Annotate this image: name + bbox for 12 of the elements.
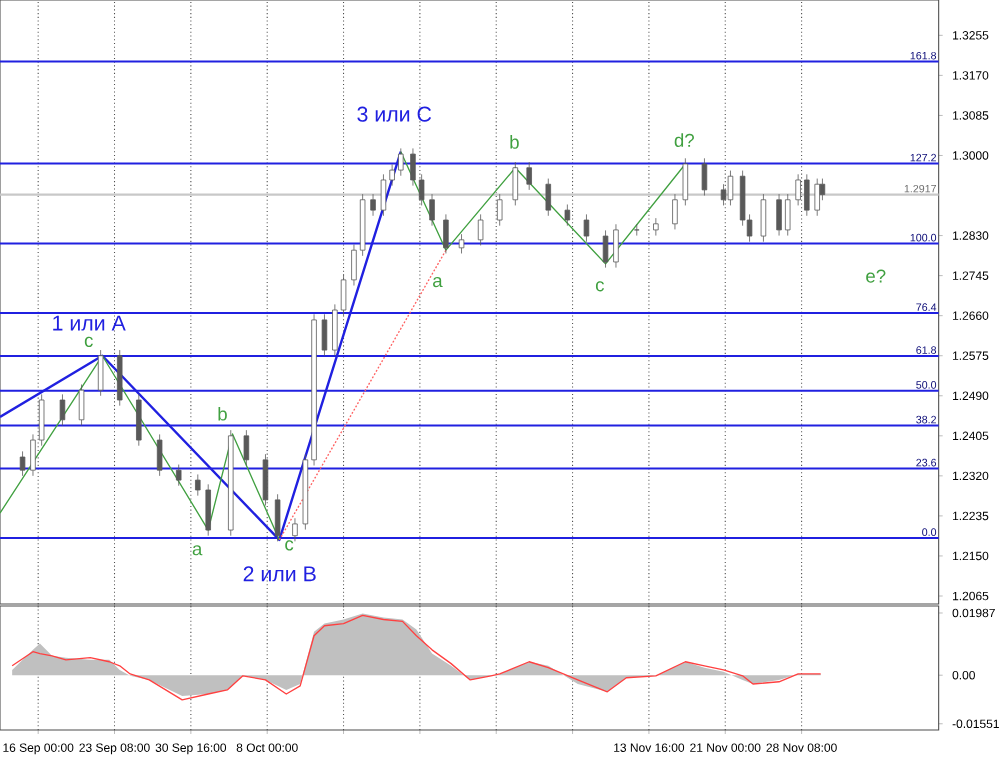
annotation: 1 или A	[53, 315, 126, 331]
annotation: a	[433, 276, 443, 288]
annotation: c	[595, 281, 604, 292]
annotation: a	[192, 545, 203, 556]
annotation: 2 или B	[243, 566, 316, 582]
annotation: c	[285, 540, 294, 551]
annotation: b	[218, 406, 227, 421]
annotation: 3 или C	[357, 106, 432, 122]
annotation: b	[510, 135, 519, 149]
annotation: c	[84, 336, 93, 347]
annotation: d?	[674, 133, 694, 147]
annotation: e?	[866, 269, 886, 283]
